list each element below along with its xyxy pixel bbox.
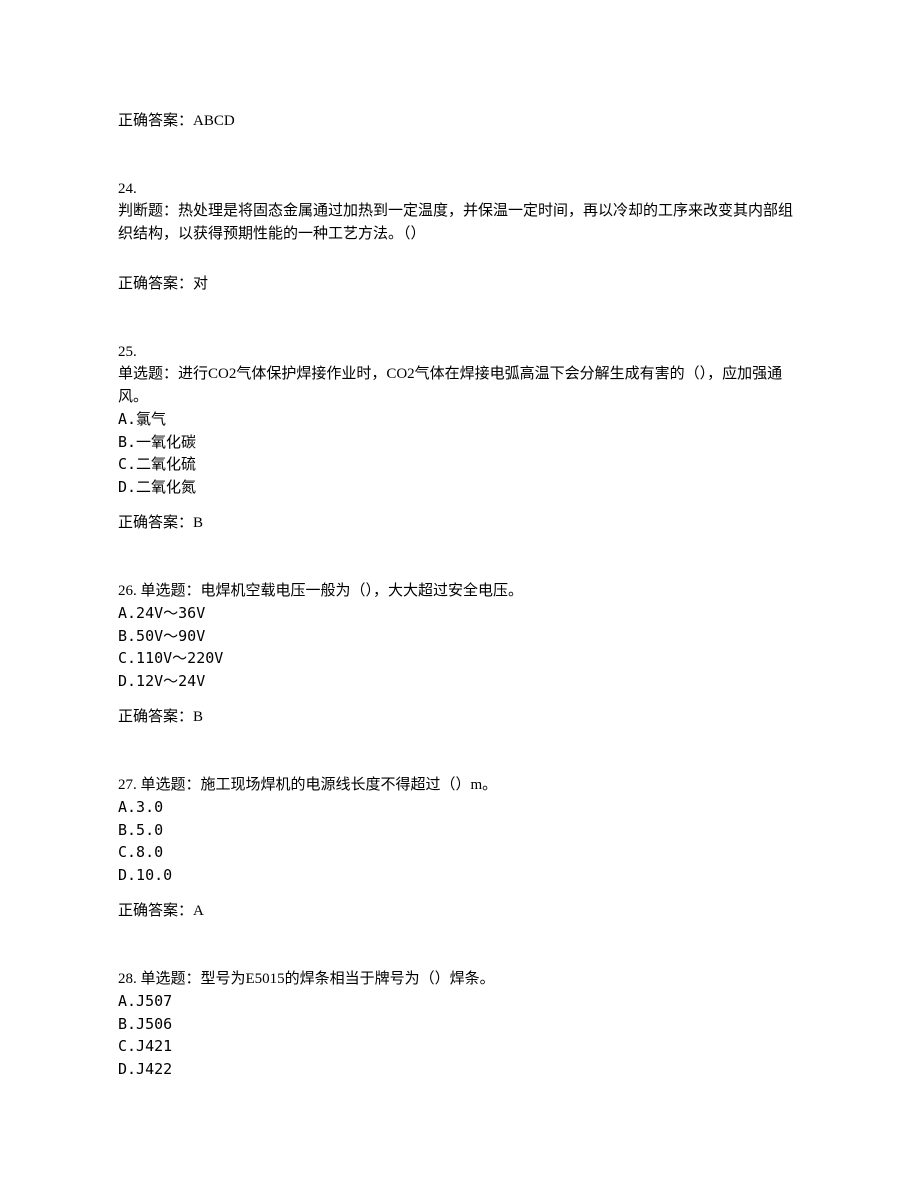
question-25-block: 25. 单选题：进行CO2气体保护焊接作业时，CO2气体在焊接电弧高温下会分解生… (118, 341, 802, 499)
option-b: B.50V～90V (118, 625, 802, 648)
answer-text: 正确答案：A (118, 903, 204, 919)
question-text: 26. 单选题：电焊机空载电压一般为（），大大超过安全电压。 (118, 580, 802, 603)
option-d: D.二氧化氮 (118, 476, 802, 499)
answer-text: 正确答案：B (118, 515, 203, 531)
question-27-block: 27. 单选题：施工现场焊机的电源线长度不得超过（）m。 A.3.0 B.5.0… (118, 774, 802, 887)
question-27-answer: 正确答案：A (118, 900, 802, 923)
question-24-answer: 正确答案：对 (118, 273, 802, 296)
question-number: 25. (118, 341, 802, 364)
question-25-answer: 正确答案：B (118, 512, 802, 535)
option-c: C.110V～220V (118, 647, 802, 670)
option-c: C.8.0 (118, 841, 802, 864)
answer-text: 正确答案：ABCD (118, 113, 235, 129)
answer-text: 正确答案：B (118, 709, 203, 725)
spacer (118, 259, 802, 273)
option-a: A.24V～36V (118, 602, 802, 625)
question-text: 27. 单选题：施工现场焊机的电源线长度不得超过（）m。 (118, 774, 802, 797)
question-23-answer: 正确答案：ABCD (118, 110, 802, 133)
question-text: 28. 单选题：型号为E5015的焊条相当于牌号为（）焊条。 (118, 968, 802, 991)
option-a: A.3.0 (118, 796, 802, 819)
question-text: 判断题：热处理是将固态金属通过加热到一定温度，并保温一定时间，再以冷却的工序来改… (118, 200, 802, 245)
question-24-block: 24. 判断题：热处理是将固态金属通过加热到一定温度，并保温一定时间，再以冷却的… (118, 178, 802, 246)
option-b: B.一氧化碳 (118, 431, 802, 454)
option-d: D.10.0 (118, 864, 802, 887)
answer-text: 正确答案：对 (118, 276, 208, 292)
question-28-block: 28. 单选题：型号为E5015的焊条相当于牌号为（）焊条。 A.J507 B.… (118, 968, 802, 1081)
question-26-answer: 正确答案：B (118, 706, 802, 729)
option-b: B.5.0 (118, 819, 802, 842)
option-c: C.二氧化硫 (118, 453, 802, 476)
option-d: D.12V～24V (118, 670, 802, 693)
option-a: A.氯气 (118, 408, 802, 431)
option-d: D.J422 (118, 1058, 802, 1081)
question-number: 24. (118, 178, 802, 201)
question-26-block: 26. 单选题：电焊机空载电压一般为（），大大超过安全电压。 A.24V～36V… (118, 580, 802, 693)
option-c: C.J421 (118, 1035, 802, 1058)
question-text: 单选题：进行CO2气体保护焊接作业时，CO2气体在焊接电弧高温下会分解生成有害的… (118, 363, 802, 408)
option-a: A.J507 (118, 990, 802, 1013)
option-b: B.J506 (118, 1013, 802, 1036)
